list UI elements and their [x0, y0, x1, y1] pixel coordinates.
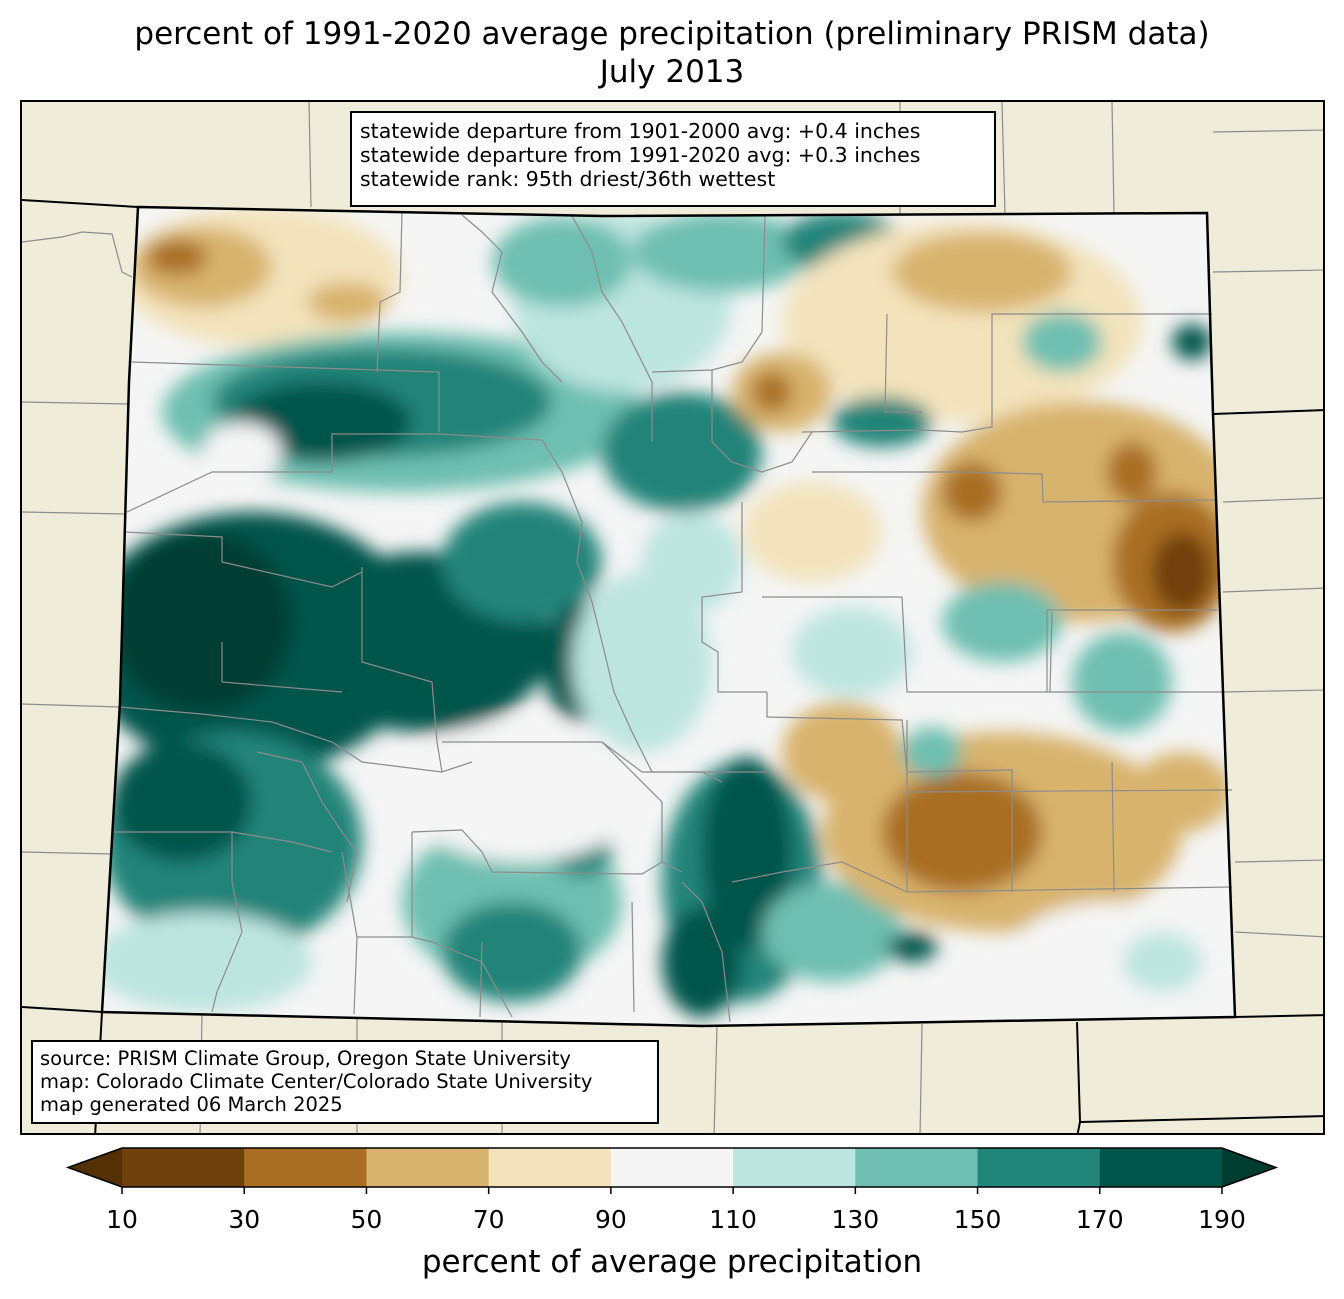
colorbar-tick-label: 130	[831, 1205, 880, 1234]
region-san-luis-valley	[402, 722, 642, 862]
precipitation-field	[102, 207, 1235, 1026]
stats-box: statewide departure from 1901-2000 avg: …	[350, 111, 996, 207]
colorbar-over-arrow	[1222, 1148, 1276, 1187]
colorbar-bin	[488, 1148, 612, 1187]
colorbar-under-arrow	[68, 1148, 122, 1187]
colorbar-tick-label: 10	[106, 1205, 138, 1234]
colorbar-tick-label: 90	[594, 1205, 627, 1234]
stats-rank: statewide rank: 95th driest/36th wettest	[360, 167, 776, 191]
colorbar-bin	[366, 1148, 490, 1187]
county-lines	[112, 211, 1233, 1023]
colorbar-tick-label: 170	[1075, 1205, 1124, 1234]
colorbar-bin	[610, 1148, 734, 1187]
map-canvas	[22, 102, 1323, 1133]
colorbar-tick-label: 110	[709, 1205, 757, 1234]
map-frame	[20, 100, 1325, 1135]
colorbar-bin	[1099, 1148, 1223, 1187]
credits-source: source: PRISM Climate Group, Oregon Stat…	[40, 1047, 571, 1070]
colorbar-bin	[122, 1148, 245, 1187]
map-subtitle: July 2013	[599, 54, 745, 90]
credits-map: map: Colorado Climate Center/Colorado St…	[40, 1070, 593, 1093]
colorbar-tick-label: 190	[1198, 1205, 1246, 1234]
colorbar-tick-label: 50	[350, 1205, 383, 1234]
colorbar-label: percent of average precipitation	[421, 1244, 923, 1280]
stats-departure-1991-2020: statewide departure from 1991-2020 avg: …	[360, 143, 921, 167]
colorbar	[65, 1147, 1279, 1194]
colorbar-tick-label: 70	[472, 1205, 505, 1234]
colorbar-bin	[977, 1148, 1101, 1187]
credits-generated: map generated 06 March 2025	[40, 1093, 343, 1116]
credits-box: source: PRISM Climate Group, Oregon Stat…	[31, 1040, 659, 1124]
colorbar-bin	[244, 1148, 367, 1187]
colorbar-tick-label: 150	[953, 1205, 1002, 1234]
colorbar-bin	[733, 1148, 856, 1187]
colorbar-tick-label: 30	[228, 1205, 261, 1234]
region-front-range	[602, 392, 762, 512]
colorbar-bin	[855, 1148, 979, 1187]
map-title: percent of 1991-2020 average precipitati…	[134, 16, 1210, 52]
stats-departure-1901-2000: statewide departure from 1901-2000 avg: …	[360, 119, 921, 143]
